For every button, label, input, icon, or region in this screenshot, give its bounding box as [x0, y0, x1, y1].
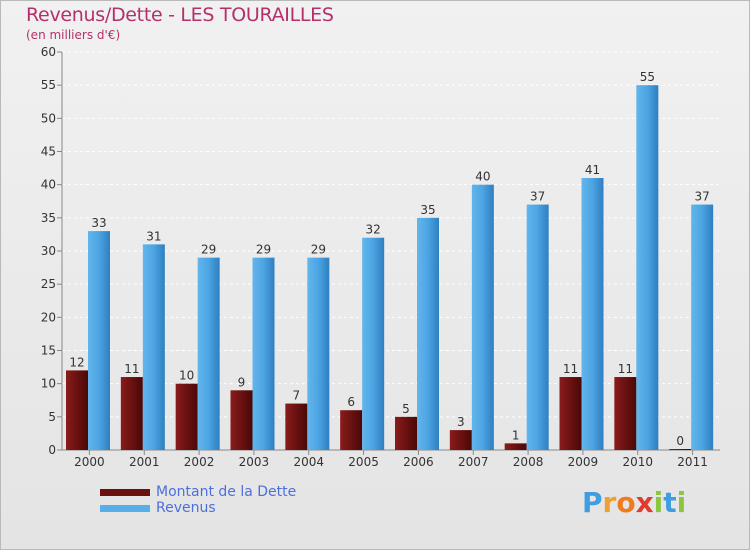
logo-letter: i — [653, 486, 664, 519]
legend-label-revenus: Revenus — [156, 500, 216, 516]
bar-dette — [395, 416, 417, 450]
y-tick-label: 15 — [41, 344, 56, 358]
data-label-dette: 10 — [179, 369, 194, 383]
bar-dette — [340, 410, 363, 450]
chart-subtitle: (en milliers d'€) — [26, 28, 121, 42]
y-tick-label: 35 — [41, 211, 56, 225]
y-tick-label: 25 — [41, 277, 56, 291]
bar-revenus — [581, 178, 604, 451]
y-tick-label: 30 — [41, 244, 56, 258]
data-label-dette: 3 — [457, 415, 465, 429]
bar-revenus — [471, 184, 494, 450]
bar-revenus — [252, 257, 275, 450]
x-tick-label: 2008 — [513, 455, 544, 469]
bar-revenus — [142, 244, 165, 450]
bar-dette — [449, 430, 472, 450]
y-tick-label: 60 — [41, 45, 56, 59]
data-label-revenus: 37 — [695, 190, 710, 204]
data-label-dette: 0 — [676, 434, 684, 448]
bar-revenus — [88, 231, 110, 450]
data-label-dette: 9 — [238, 375, 246, 389]
data-label-dette: 5 — [402, 402, 410, 416]
data-label-dette: 1 — [512, 428, 520, 442]
x-tick-label: 2003 — [239, 455, 270, 469]
bar-dette — [614, 377, 637, 450]
legend-swatch-dette — [100, 489, 150, 496]
data-label-dette: 12 — [69, 355, 84, 369]
y-tick-label: 55 — [41, 78, 56, 92]
data-label-revenus: 40 — [475, 170, 490, 184]
data-label-dette: 7 — [293, 389, 301, 403]
data-label-dette: 6 — [347, 395, 355, 409]
y-tick-label: 20 — [41, 310, 56, 324]
bar-dette — [559, 377, 582, 450]
x-tick-label: 2000 — [74, 455, 105, 469]
data-label-revenus: 29 — [201, 243, 216, 257]
x-tick-label: 2002 — [184, 455, 215, 469]
x-tick-label: 2007 — [458, 455, 489, 469]
data-label-revenus: 33 — [91, 216, 106, 230]
x-tick-label: 2005 — [348, 455, 379, 469]
data-label-revenus: 31 — [146, 229, 161, 243]
bar-dette — [120, 377, 143, 450]
bar-revenus — [526, 204, 549, 450]
y-tick-label: 50 — [41, 111, 56, 125]
bar-revenus — [636, 85, 659, 451]
data-label-revenus: 29 — [311, 243, 326, 257]
y-tick-label: 5 — [48, 410, 56, 424]
y-tick-label: 0 — [48, 443, 56, 457]
data-label-dette: 11 — [563, 362, 578, 376]
bar-dette — [230, 390, 253, 450]
bar-revenus — [691, 204, 714, 450]
bar-revenus — [417, 217, 439, 450]
logo-letter: o — [616, 486, 636, 519]
x-tick-label: 2011 — [677, 455, 708, 469]
data-label-revenus: 32 — [366, 223, 381, 237]
chart-title: Revenus/Dette - LES TOURAILLES — [26, 4, 334, 26]
logo-letter: P — [582, 486, 603, 519]
logo-letter: i — [676, 486, 687, 519]
x-tick-label: 2009 — [568, 455, 599, 469]
legend-swatch-revenus — [100, 505, 150, 512]
data-label-revenus: 41 — [585, 163, 600, 177]
bar-dette — [669, 449, 692, 450]
proxiti-logo: Proxiti — [582, 486, 686, 519]
bar-dette — [66, 370, 88, 450]
x-tick-label: 2010 — [622, 455, 653, 469]
logo-letter: r — [602, 486, 617, 519]
data-label-revenus: 29 — [256, 243, 271, 257]
x-tick-label: 2001 — [129, 455, 160, 469]
data-label-revenus: 37 — [530, 190, 545, 204]
data-label-dette: 11 — [618, 362, 633, 376]
x-tick-label: 2006 — [403, 455, 434, 469]
bar-dette — [175, 383, 198, 450]
bar-dette — [504, 443, 527, 450]
logo-letter: t — [663, 486, 677, 519]
bar-dette — [285, 403, 308, 450]
bar-revenus — [197, 257, 220, 450]
data-label-revenus: 55 — [640, 70, 655, 84]
bar-revenus — [307, 257, 330, 450]
y-tick-label: 45 — [41, 145, 56, 159]
data-label-dette: 11 — [124, 362, 139, 376]
legend-label-dette: Montant de la Dette — [156, 484, 297, 500]
y-tick-label: 40 — [41, 178, 56, 192]
logo-letter: x — [635, 486, 654, 519]
bar-revenus — [362, 237, 385, 450]
x-tick-label: 2004 — [293, 455, 324, 469]
y-tick-label: 10 — [41, 377, 56, 391]
data-label-revenus: 35 — [420, 203, 435, 217]
